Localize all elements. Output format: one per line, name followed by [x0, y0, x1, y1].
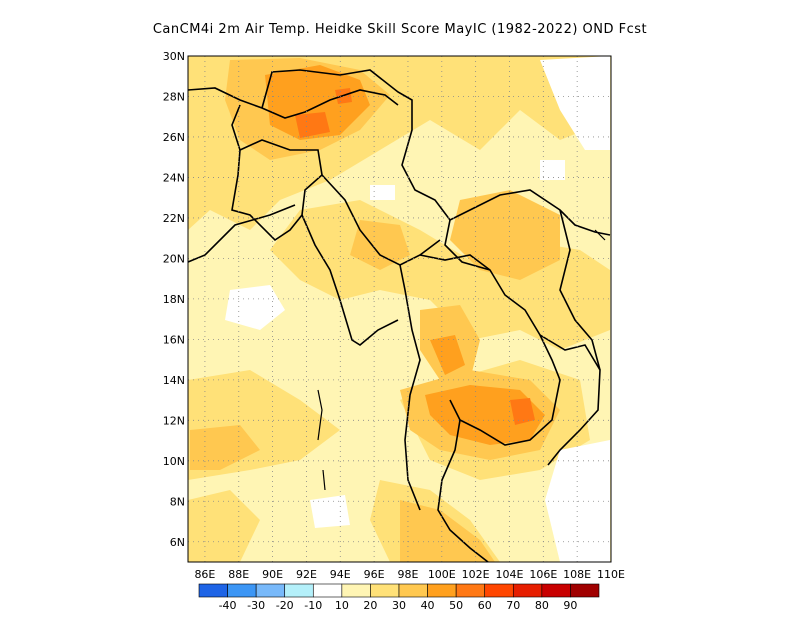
skill-region [400, 500, 495, 562]
lat-tick-label: 14N [163, 374, 185, 387]
lon-tick-label: 100E [428, 568, 456, 581]
colorbar-label: 10 [335, 599, 349, 612]
chart-title: CanCM4i 2m Air Temp. Heidke Skill Score … [152, 22, 648, 37]
lat-tick-label: 20N [163, 252, 185, 265]
plot-frame [187, 55, 612, 563]
skill-region [190, 425, 260, 470]
lon-tick-label: 94E [330, 568, 351, 581]
colorbar-label: 30 [392, 599, 406, 612]
skill-region [510, 398, 535, 425]
lat-tick-label: 16N [163, 333, 185, 346]
latitude-labels: 30N 28N 26N 24N 22N 20N 18N 16N 14N 12N 10N 8N 6N [163, 50, 185, 549]
colorbar-swatch [427, 583, 457, 598]
colorbar-swatch [512, 583, 543, 598]
skill-region [295, 112, 330, 138]
lon-tick-label: 98E [397, 568, 418, 581]
longitude-labels: 86E 88E 90E 92E 94E 96E 98E 100E 102E 104E 106E 108… [194, 568, 625, 581]
lon-tick-label: 92E [296, 568, 317, 581]
colorbar [198, 583, 600, 598]
colorbar-swatch [198, 583, 228, 598]
colorbar-label: -30 [247, 599, 265, 612]
colorbar-swatch [398, 583, 428, 598]
colorbar-swatch [484, 583, 514, 598]
colorbar-label: 50 [449, 599, 463, 612]
colorbar-swatch [370, 583, 400, 598]
lat-tick-label: 24N [163, 171, 185, 184]
skill-field [188, 56, 611, 562]
lat-tick-label: 30N [163, 50, 185, 63]
colorbar-swatch [570, 583, 600, 598]
skill-region [450, 190, 560, 280]
colorbar-swatch [284, 583, 314, 598]
colorbar-swatch [541, 583, 571, 598]
lon-tick-label: 110E [597, 568, 625, 581]
colorbar-label: 90 [563, 599, 577, 612]
lat-tick-label: 10N [163, 455, 185, 468]
lon-tick-label: 96E [364, 568, 385, 581]
colorbar-swatch [455, 583, 486, 598]
colorbar-swatch [227, 583, 257, 598]
lat-tick-label: 28N [163, 90, 185, 103]
colorbar-labels: -40 -30 -20 -10 10 20 30 40 50 60 70 80 90 [219, 599, 578, 612]
lon-tick-label: 90E [262, 568, 283, 581]
lon-tick-label: 104E [496, 568, 524, 581]
colorbar-label: -20 [276, 599, 294, 612]
skill-region [188, 490, 260, 562]
lon-tick-label: 86E [194, 568, 215, 581]
colorbar-label: 80 [535, 599, 549, 612]
colorbar-label: 40 [421, 599, 435, 612]
colorbar-label: -10 [304, 599, 322, 612]
lat-tick-label: 6N [170, 536, 185, 549]
colorbar-label: -40 [219, 599, 237, 612]
colorbar-label: 60 [478, 599, 492, 612]
colorbar-label: 70 [506, 599, 520, 612]
lat-tick-label: 12N [163, 414, 185, 427]
skill-region [540, 56, 610, 150]
skill-region [310, 495, 350, 528]
lon-tick-label: 106E [529, 568, 557, 581]
gridlines [188, 56, 611, 562]
country-borders [188, 69, 611, 562]
skill-region [350, 220, 410, 270]
skill-region [265, 65, 370, 140]
islands [317, 229, 606, 491]
lat-tick-label: 22N [163, 212, 185, 225]
skill-region [430, 335, 465, 375]
colorbar-swatch [255, 583, 286, 598]
colorbar-swatch [341, 583, 371, 598]
lon-tick-label: 102E [462, 568, 490, 581]
skill-region [225, 285, 285, 330]
colorbar-label: 20 [363, 599, 377, 612]
lon-tick-label: 108E [563, 568, 591, 581]
lat-tick-label: 18N [163, 293, 185, 306]
lat-tick-label: 26N [163, 131, 185, 144]
skill-region [370, 185, 395, 200]
skill-region [540, 160, 565, 180]
colorbar-swatch [312, 583, 343, 598]
lon-tick-label: 88E [228, 568, 249, 581]
lat-tick-label: 8N [170, 495, 185, 508]
